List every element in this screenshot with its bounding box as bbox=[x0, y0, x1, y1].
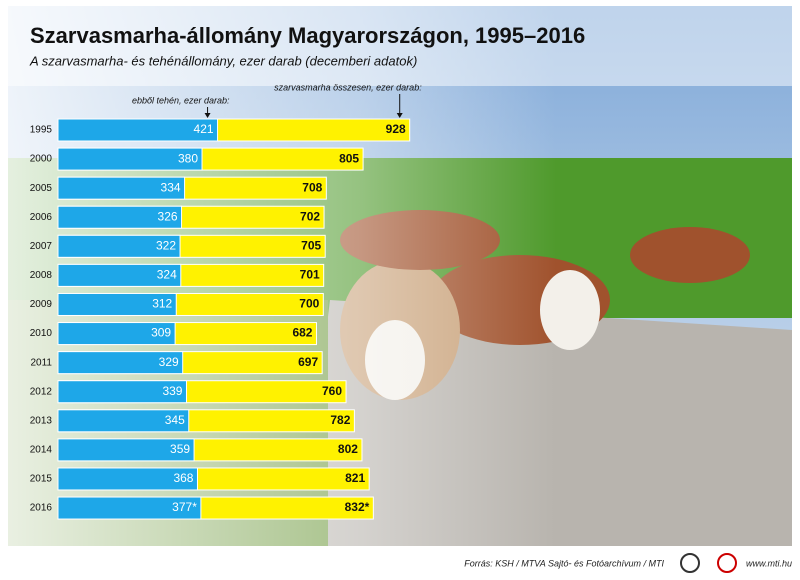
value-label: 312 bbox=[152, 297, 172, 311]
value-label: 421 bbox=[194, 122, 214, 136]
value-label: 782 bbox=[330, 413, 350, 427]
bar bbox=[57, 409, 190, 433]
value-label: 359 bbox=[170, 442, 190, 456]
logo bbox=[717, 553, 737, 573]
category-label: 2006 bbox=[30, 212, 53, 223]
bar bbox=[57, 118, 219, 142]
category-label: 2007 bbox=[30, 241, 53, 252]
bar bbox=[57, 263, 182, 287]
legend-arrowhead bbox=[204, 113, 211, 118]
bar bbox=[57, 205, 183, 229]
legend-label: ebből tehén, ezer darab: bbox=[132, 95, 230, 105]
bar bbox=[57, 234, 181, 258]
value-label: 322 bbox=[156, 238, 176, 252]
bar bbox=[57, 467, 198, 491]
value-label: 708 bbox=[302, 180, 322, 194]
bar bbox=[57, 322, 176, 346]
value-label: 380 bbox=[178, 151, 198, 165]
value-label: 329 bbox=[159, 355, 179, 369]
value-label: 326 bbox=[158, 209, 178, 223]
value-label: 705 bbox=[301, 238, 321, 252]
website: www.mti.hu bbox=[746, 558, 792, 568]
category-label: 2013 bbox=[30, 415, 53, 426]
bar bbox=[57, 438, 195, 462]
category-label: 2012 bbox=[30, 386, 53, 397]
value-label: 700 bbox=[299, 297, 319, 311]
value-label: 697 bbox=[298, 355, 318, 369]
logo bbox=[680, 553, 700, 573]
value-label: 928 bbox=[386, 122, 406, 136]
value-label: 368 bbox=[173, 471, 193, 485]
value-label: 309 bbox=[151, 326, 171, 340]
legend-arrowhead bbox=[396, 113, 403, 118]
category-label: 2010 bbox=[30, 328, 53, 339]
category-label: 2005 bbox=[30, 183, 53, 194]
value-label: 377* bbox=[172, 500, 197, 514]
value-label: 702 bbox=[300, 209, 320, 223]
category-label: 2000 bbox=[30, 154, 53, 165]
bar bbox=[57, 496, 202, 520]
bar bbox=[57, 292, 177, 316]
value-label: 805 bbox=[339, 151, 359, 165]
legend-label: szarvasmarha összesen, ezer darab: bbox=[274, 82, 422, 92]
header-band bbox=[8, 6, 792, 86]
category-label: 1995 bbox=[30, 125, 53, 136]
category-label: 2011 bbox=[30, 357, 52, 368]
value-label: 802 bbox=[338, 442, 358, 456]
value-label: 345 bbox=[165, 413, 185, 427]
value-label: 682 bbox=[292, 326, 312, 340]
chart-subtitle: A szarvasmarha- és tehénállomány, ezer d… bbox=[29, 53, 417, 68]
bar bbox=[57, 147, 203, 171]
bar bbox=[57, 351, 184, 375]
category-label: 2014 bbox=[30, 445, 53, 456]
category-label: 2016 bbox=[30, 503, 53, 514]
value-label: 760 bbox=[322, 384, 342, 398]
footer bbox=[0, 548, 800, 580]
bar bbox=[57, 176, 186, 200]
value-label: 832* bbox=[345, 500, 370, 514]
source: Forrás: KSH / MTVA Sajtó- és Fotóarchívu… bbox=[464, 558, 664, 568]
value-label: 334 bbox=[161, 180, 181, 194]
value-label: 701 bbox=[300, 268, 320, 282]
value-label: 821 bbox=[345, 471, 365, 485]
value-label: 339 bbox=[162, 384, 182, 398]
chart-title: Szarvasmarha-állomány Magyarországon, 19… bbox=[30, 23, 585, 48]
bar bbox=[57, 380, 187, 404]
category-label: 2009 bbox=[30, 299, 53, 310]
value-label: 324 bbox=[157, 268, 177, 282]
category-label: 2008 bbox=[30, 270, 53, 281]
category-label: 2015 bbox=[30, 474, 53, 485]
